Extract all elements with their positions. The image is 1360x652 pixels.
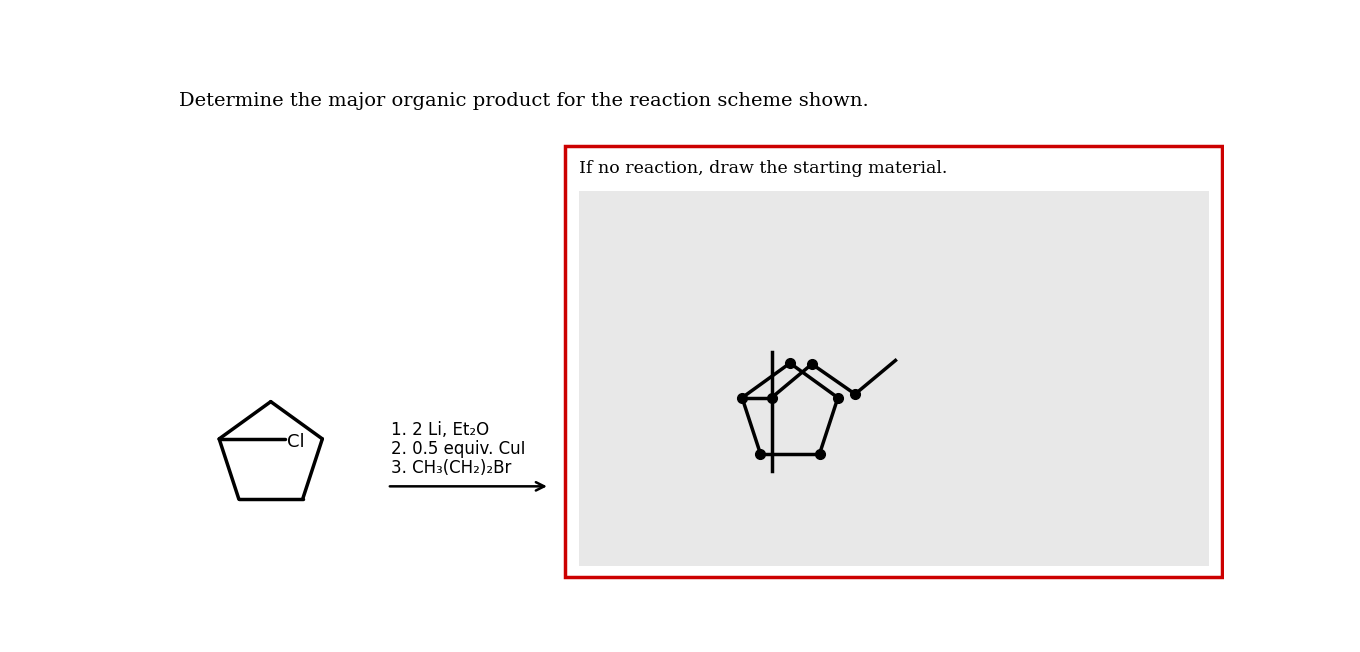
Text: If no reaction, draw the starting material.: If no reaction, draw the starting materi… xyxy=(579,160,948,177)
Bar xyxy=(566,146,1223,577)
Text: 3. CH₃(CH₂)₂Br: 3. CH₃(CH₂)₂Br xyxy=(390,460,511,477)
Text: Cl: Cl xyxy=(287,433,305,451)
Text: 2. 0.5 equiv. CuI: 2. 0.5 equiv. CuI xyxy=(390,440,525,458)
Text: 1. 2 Li, Et₂O: 1. 2 Li, Et₂O xyxy=(390,421,490,439)
Text: Determine the major organic product for the reaction scheme shown.: Determine the major organic product for … xyxy=(180,92,869,110)
Bar xyxy=(579,190,1209,567)
